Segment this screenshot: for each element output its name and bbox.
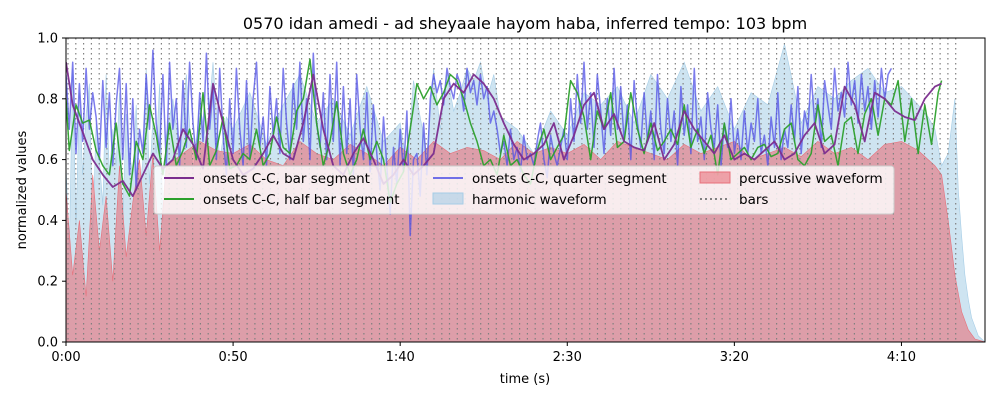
x-tick-label: 1:40 xyxy=(386,350,415,365)
x-axis-label: time (s) xyxy=(500,372,550,387)
y-tick-label: 0.0 xyxy=(37,336,58,351)
legend-item-percussive-waveform: percussive waveform xyxy=(699,171,883,187)
legend-label-percussive-waveform: percussive waveform xyxy=(739,171,883,187)
chart-title: 0570 idan amedi - ad sheyaale hayom haba… xyxy=(243,14,807,33)
x-tick-label: 2:30 xyxy=(553,350,582,365)
quarter-segment-line xyxy=(66,49,893,237)
plot-frame xyxy=(65,37,986,343)
legend-label-bar-segment: onsets C-C, bar segment xyxy=(203,171,370,187)
y-tick-label: 0.8 xyxy=(37,92,58,107)
legend: onsets C-C, bar segment onsets C-C, half… xyxy=(153,165,895,215)
bar-segment-line xyxy=(66,62,942,198)
legend-label-harmonic-waveform: harmonic waveform xyxy=(472,192,607,208)
y-tick-label: 0.4 xyxy=(37,214,58,229)
x-tick-label: 0:00 xyxy=(51,350,80,365)
legend-swatch-percussive-waveform xyxy=(699,171,731,184)
legend-item-harmonic-waveform: harmonic waveform xyxy=(432,192,607,208)
y-axis-ticks: 0.0 0.2 0.4 0.6 0.8 1.0 xyxy=(37,32,66,351)
legend-item-bars: bars xyxy=(700,192,768,208)
y-tick-label: 0.2 xyxy=(37,275,58,290)
legend-item-bar-segment: onsets C-C, bar segment xyxy=(164,171,370,187)
x-tick-label: 0:50 xyxy=(218,350,247,365)
x-tick-label: 4:10 xyxy=(887,350,916,365)
legend-label-half-bar-segment: onsets C-C, half bar segment xyxy=(203,192,400,208)
legend-swatch-harmonic-waveform xyxy=(432,192,464,205)
legend-item-half-bar-segment: onsets C-C, half bar segment xyxy=(164,192,400,208)
y-axis-label: normalized values xyxy=(15,130,30,249)
x-axis-ticks: 0:00 0:50 1:40 2:30 3:20 4:10 xyxy=(51,342,916,365)
y-tick-label: 1.0 xyxy=(37,32,58,47)
x-tick-label: 3:20 xyxy=(720,350,749,365)
y-tick-label: 0.6 xyxy=(37,153,58,168)
legend-label-quarter-segment: onsets C-C, quarter segment xyxy=(472,171,667,187)
legend-label-bars: bars xyxy=(739,192,768,208)
legend-item-quarter-segment: onsets C-C, quarter segment xyxy=(433,171,667,187)
